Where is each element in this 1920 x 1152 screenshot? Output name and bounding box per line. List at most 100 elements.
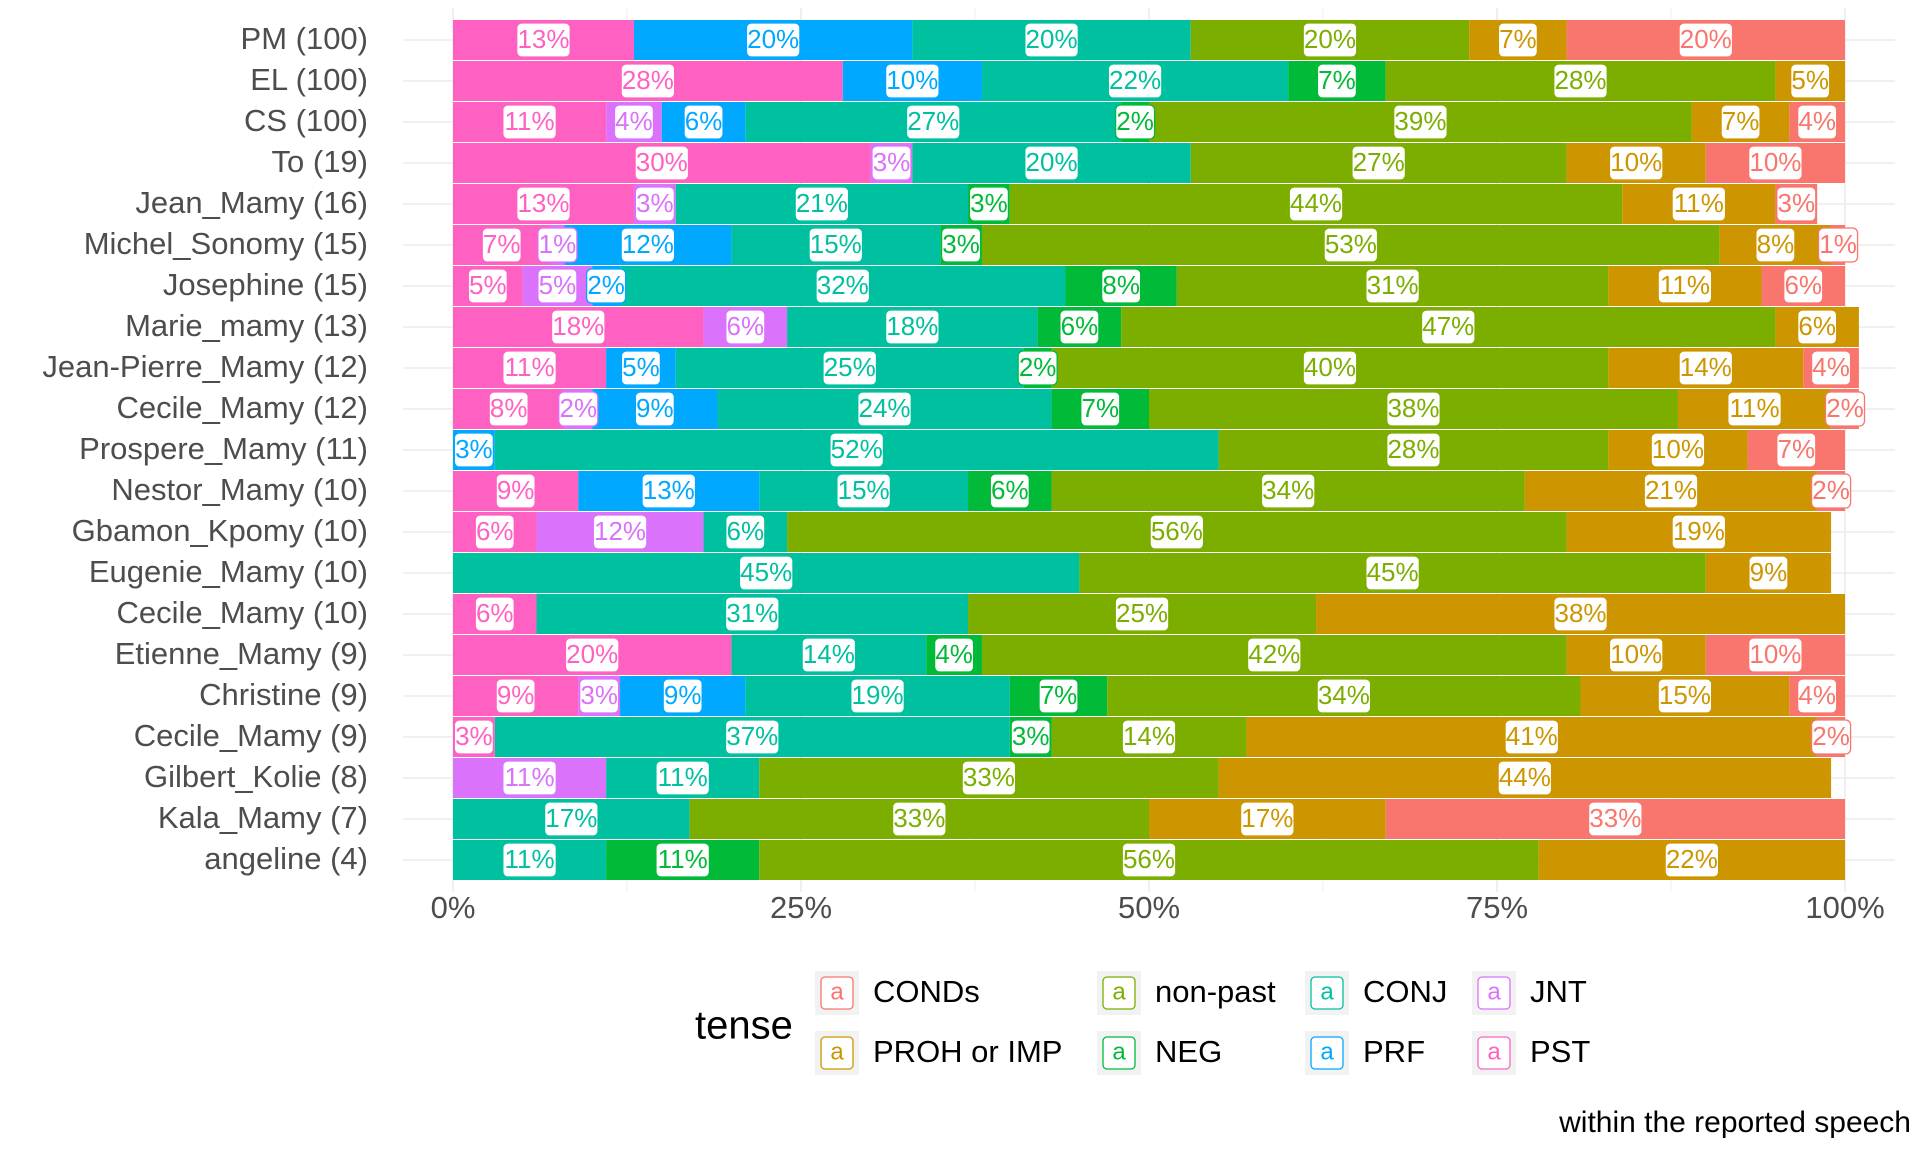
data-label: 28% [1386, 432, 1441, 468]
data-label-box [502, 842, 557, 878]
data-label: 38% [1553, 596, 1608, 632]
data-label-text: 14% [1123, 721, 1175, 751]
data-label-text: 11% [658, 762, 708, 792]
data-label-text: 2% [1116, 106, 1154, 136]
data-label: 11% [502, 842, 557, 878]
data-label-text: 3% [970, 188, 1008, 218]
data-label-text: 22% [1109, 65, 1161, 95]
data-label-box [620, 350, 662, 386]
data-label: 2% [558, 391, 599, 427]
x-tick-label: 25% [770, 890, 832, 925]
data-label-text: 21% [796, 188, 848, 218]
data-label-box [1810, 473, 1852, 509]
data-label-text: 11% [505, 762, 555, 792]
data-label-box [495, 678, 536, 714]
data-label-box [620, 227, 676, 263]
data-label-box [1720, 104, 1761, 140]
data-label: 33% [891, 801, 947, 837]
data-label-text: 2% [587, 270, 625, 300]
data-label: 4% [1810, 350, 1852, 386]
data-label-text: 13% [517, 188, 569, 218]
y-tick-label: EL (100) [250, 62, 368, 97]
data-label-text: 5% [622, 352, 660, 382]
y-tick-label: Gilbert_Kolie (8) [144, 759, 368, 794]
data-label-text: 47% [1422, 311, 1474, 341]
data-label: 7% [481, 227, 522, 263]
data-label: 4% [1797, 104, 1838, 140]
data-label-box [1608, 637, 1664, 673]
data-label-box [1497, 760, 1553, 796]
data-label: 6% [474, 596, 515, 632]
data-label-text: 5% [539, 270, 577, 300]
y-tick-label: Josephine (15) [163, 267, 368, 302]
data-label-box [1386, 391, 1441, 427]
data-label-text: 10% [1749, 147, 1801, 177]
data-label-box [683, 104, 724, 140]
data-label-text: 11% [658, 844, 708, 874]
data-label: 21% [1643, 473, 1699, 509]
legend-label: PRF [1363, 1034, 1425, 1069]
data-label: 15% [836, 473, 892, 509]
data-label-box [1755, 227, 1796, 263]
data-label-text: 4% [935, 639, 973, 669]
data-label: 3% [1776, 186, 1817, 222]
data-label: 12% [620, 227, 676, 263]
data-label-box [1553, 63, 1608, 99]
data-label-text: 33% [1589, 803, 1641, 833]
data-label: 6% [1797, 309, 1838, 345]
data-label-text: 2% [1019, 352, 1057, 382]
data-label-text: 4% [1798, 106, 1836, 136]
data-label: 5% [537, 268, 578, 304]
data-label: 1% [537, 227, 578, 263]
data-label-box [655, 842, 711, 878]
data-label-text: 13% [517, 24, 569, 54]
data-label: 12% [592, 514, 648, 550]
data-label-box [620, 63, 676, 99]
legend-entry: a CONDs [815, 971, 980, 1015]
data-label-text: 15% [1659, 680, 1711, 710]
data-label-box [940, 227, 982, 263]
data-label-text: 17% [545, 803, 597, 833]
legend-entry: a PROH or IMP [815, 1031, 1062, 1075]
data-label: 13% [516, 186, 571, 222]
data-label-box [1797, 309, 1838, 345]
legend-label: PROH or IMP [873, 1034, 1062, 1069]
data-label: 15% [1657, 678, 1713, 714]
data-label-box [1386, 432, 1441, 468]
data-label: 11% [502, 760, 557, 796]
data-label: 38% [1386, 391, 1441, 427]
data-label: 2% [1114, 104, 1156, 140]
data-label-box [1504, 719, 1560, 755]
data-label-box [537, 227, 578, 263]
legend-entry: a PST [1472, 1031, 1590, 1075]
data-label: 17% [1239, 801, 1295, 837]
data-label-text: 25% [1116, 598, 1168, 628]
data-label-box [1114, 596, 1170, 632]
legend-label: PST [1530, 1034, 1590, 1069]
data-label-box [1797, 104, 1838, 140]
data-label: 10% [1748, 145, 1803, 181]
data-label-box [989, 473, 1030, 509]
legend-key [820, 1036, 854, 1070]
data-label-box [543, 801, 599, 837]
data-label-box [884, 63, 940, 99]
data-label-text: 11% [505, 844, 555, 874]
data-label: 2% [585, 268, 627, 304]
data-label: 7% [1720, 104, 1761, 140]
data-label: 18% [884, 309, 940, 345]
legend-key [1477, 976, 1511, 1010]
data-label-text: 7% [1081, 393, 1119, 423]
data-label-text: 10% [1749, 639, 1801, 669]
legend-key-glyph: a [1320, 1038, 1334, 1065]
legend-key-glyph: a [1112, 978, 1126, 1005]
data-label-box [1107, 63, 1163, 99]
y-tick-label: Cecile_Mamy (9) [134, 718, 368, 753]
data-label-box [1678, 350, 1734, 386]
data-label: 2% [1017, 350, 1058, 386]
data-label-text: 18% [552, 311, 604, 341]
data-label: 19% [1671, 514, 1727, 550]
data-label-box [738, 555, 794, 591]
data-label-box [1288, 186, 1344, 222]
data-label-text: 33% [963, 762, 1015, 792]
data-labels-layer: 13% 20% 20% 20% 7% 20% 28% 10% 22% 7% 28% 5% 11% 4% 6%… [453, 22, 1866, 878]
